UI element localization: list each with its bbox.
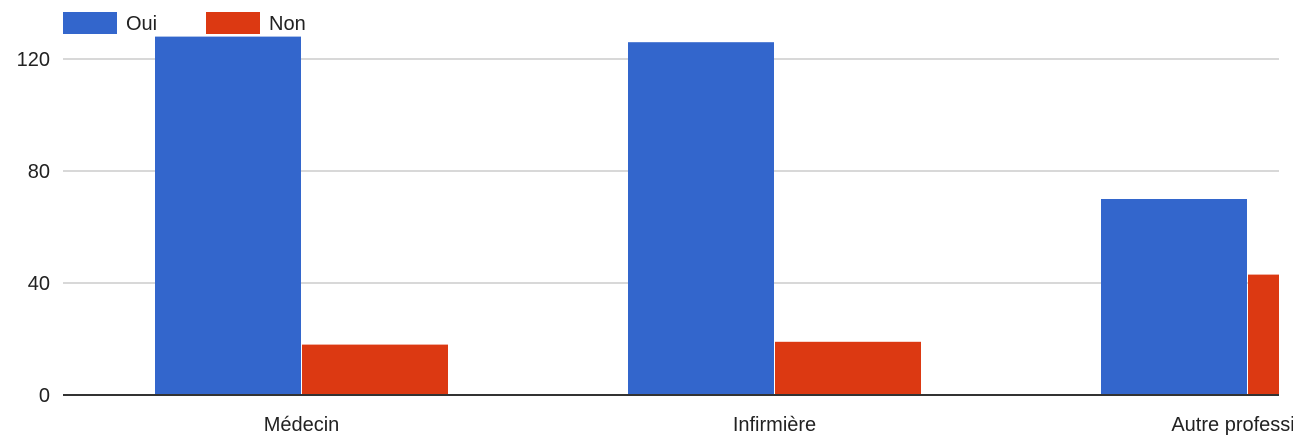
y-tick-label: 40: [28, 273, 50, 295]
bar-non-2: [1248, 274, 1279, 395]
y-tick-label: 120: [17, 49, 50, 71]
axes: 0 40 80 120 Médecin Infirmière Autre professio…: [17, 49, 1293, 436]
bar-oui-0: [155, 36, 301, 395]
y-tick-label: 80: [28, 161, 50, 183]
legend-swatch-oui: [63, 12, 117, 34]
bar-oui-2: [1101, 199, 1247, 395]
x-tick-label: Médecin: [264, 414, 340, 436]
legend-label-oui: Oui: [126, 13, 157, 35]
x-tick-label: Infirmière: [733, 414, 816, 436]
bar-non-0: [302, 344, 448, 395]
bar-non-1: [775, 341, 921, 395]
legend: Oui Non: [63, 12, 306, 35]
y-tick-label: 0: [39, 385, 50, 407]
legend-swatch-non: [206, 12, 260, 34]
x-tick-label: Autre professionr: [1171, 414, 1293, 436]
bars: [155, 36, 1279, 395]
bar-oui-1: [628, 42, 774, 395]
legend-label-non: Non: [269, 13, 306, 35]
